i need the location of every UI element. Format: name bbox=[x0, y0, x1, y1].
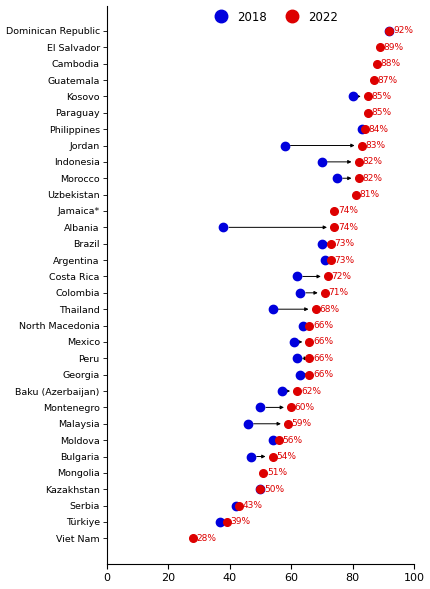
Text: 66%: 66% bbox=[313, 337, 333, 346]
Text: 43%: 43% bbox=[243, 501, 263, 510]
Text: 85%: 85% bbox=[372, 92, 392, 101]
Text: 56%: 56% bbox=[283, 436, 303, 445]
Text: 82%: 82% bbox=[362, 174, 382, 183]
Legend: 2018, 2022: 2018, 2022 bbox=[205, 6, 342, 28]
Text: 73%: 73% bbox=[335, 256, 355, 264]
Text: 51%: 51% bbox=[267, 468, 287, 477]
Text: 74%: 74% bbox=[338, 207, 358, 216]
Text: 82%: 82% bbox=[362, 157, 382, 166]
Text: 39%: 39% bbox=[230, 518, 250, 527]
Text: 88%: 88% bbox=[381, 59, 401, 68]
Text: 50%: 50% bbox=[264, 485, 284, 494]
Text: 81%: 81% bbox=[359, 190, 379, 199]
Text: 66%: 66% bbox=[313, 321, 333, 330]
Text: 71%: 71% bbox=[329, 289, 349, 297]
Text: 68%: 68% bbox=[319, 305, 339, 314]
Text: 83%: 83% bbox=[366, 141, 386, 150]
Text: 73%: 73% bbox=[335, 239, 355, 248]
Text: 72%: 72% bbox=[332, 272, 352, 281]
Text: 85%: 85% bbox=[372, 108, 392, 117]
Text: 59%: 59% bbox=[292, 419, 312, 428]
Text: 84%: 84% bbox=[369, 125, 388, 134]
Text: 54%: 54% bbox=[276, 452, 296, 461]
Text: 66%: 66% bbox=[313, 370, 333, 379]
Text: 74%: 74% bbox=[338, 223, 358, 232]
Text: 62%: 62% bbox=[301, 386, 321, 396]
Text: 89%: 89% bbox=[384, 43, 404, 52]
Text: 92%: 92% bbox=[393, 27, 413, 35]
Text: 60%: 60% bbox=[295, 403, 315, 412]
Text: 87%: 87% bbox=[378, 75, 398, 85]
Text: 66%: 66% bbox=[313, 354, 333, 363]
Text: 28%: 28% bbox=[197, 534, 216, 543]
